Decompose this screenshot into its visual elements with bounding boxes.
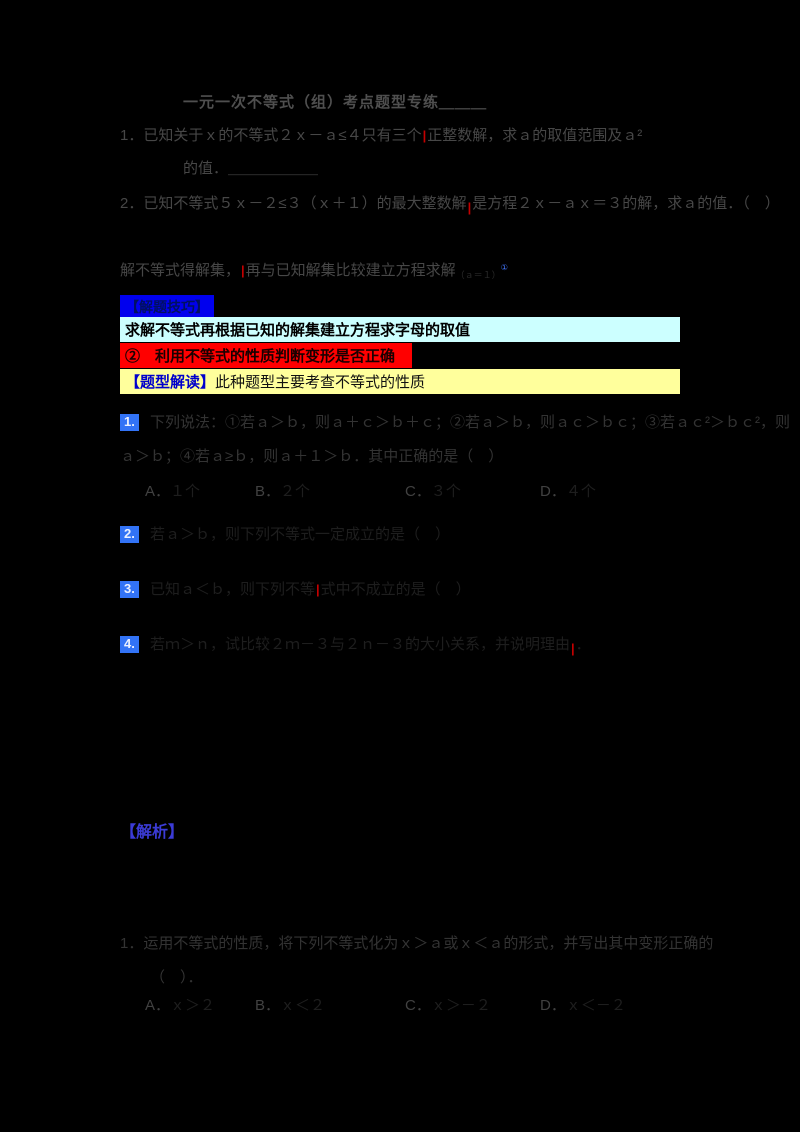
document-title: 一元一次不等式（组）考点题型专练＿＿＿ <box>183 94 488 111</box>
top-problem-1-text-b: 正整数解，求ａ的取值范围及ａ² <box>427 127 643 144</box>
exercise-1-option-b: B．２个 <box>255 483 310 501</box>
bottom-problem-1-line-1: 1．运用不等式的性质，将下列不等式化为ｘ＞ａ或ｘ＜ａ的形式，并写出其中变形正确的 <box>120 935 713 953</box>
exercise-4-text-b: ． <box>575 636 591 653</box>
red-annotation-mark: | <box>571 641 575 656</box>
option-a-value: １个 <box>170 483 201 500</box>
explanation-text-b: 再与已知解集比较建立方程求解 <box>245 262 456 279</box>
exercise-1-number-chip: 1. <box>120 414 139 431</box>
top-problem-1-line-1: 1．已知关于ｘ的不等式２ｘ－ａ≤４只有三个|正整数解，求ａ的取值范围及ａ² <box>120 127 642 145</box>
bottom-option-b: B．ｘ＜２ <box>255 997 325 1015</box>
explanation-paragraph: 解不等式得解集，|再与已知解集比较建立方程求解（ａ＝１）① <box>120 262 508 281</box>
top-problem-2-number: 2． <box>120 195 144 212</box>
option-c-label: C． <box>405 483 431 500</box>
bottom-problem-1-number: 1． <box>120 935 144 952</box>
option-b-value: ｘ＜２ <box>280 997 326 1014</box>
exercise-4-number-chip: 4. <box>120 636 139 653</box>
top-problem-1-line-2: 的值．＿＿＿＿＿＿ <box>183 160 319 177</box>
exercise-4-text-a: 若ｍ＞ｎ，试比较２ｍ－３与２ｎ－３的大小关系，并说明理由 <box>150 636 571 653</box>
exercise-4-line-1: 若ｍ＞ｎ，试比较２ｍ－３与２ｎ－３的大小关系，并说明理由|． <box>150 636 591 657</box>
red-annotation-mark: | <box>467 200 472 215</box>
exercise-1-option-a: A．１个 <box>145 483 200 501</box>
red-annotation-mark: | <box>241 263 245 278</box>
option-a-label: A． <box>145 483 171 500</box>
bottom-option-c: C．ｘ＞－２ <box>405 997 491 1015</box>
option-c-value: ｘ＞－２ <box>430 997 491 1014</box>
option-d-label: D． <box>540 483 566 500</box>
red-annotation-mark: | <box>422 128 427 143</box>
reading-label: 【题型解读】 <box>125 374 216 391</box>
top-problem-2-line-1: 2．已知不等式５ｘ－２≤３（ｘ＋１）的最大整数解|是方程２ｘ－ａｘ＝３的解，求ａ… <box>120 195 780 216</box>
exercise-1-line-1: 下列说法：①若ａ＞ｂ，则ａ＋ｃ＞ｂ＋ｃ；②若ａ＞ｂ，则ａｃ＞ｂｃ；③若ａｃ²＞ｂ… <box>150 414 790 431</box>
bottom-option-a: A．ｘ＞２ <box>145 997 215 1015</box>
red-annotation-mark: | <box>316 582 320 597</box>
option-d-value: ｘ＜－２ <box>565 997 626 1014</box>
exercise-3-text-a: 已知ａ＜ｂ，则下列不等 <box>150 581 316 598</box>
top-problem-1-text-a: 已知关于ｘ的不等式２ｘ－ａ≤４只有三个 <box>143 127 422 144</box>
bottom-option-d: D．ｘ＜－２ <box>540 997 626 1015</box>
reading-text: 此种题型主要考查不等式的性质 <box>215 374 426 391</box>
top-problem-2-text-b: 是方程２ｘ－ａｘ＝３的解，求ａ的值．（ ） <box>472 195 780 212</box>
explanation-subscript: （ａ＝１） <box>455 270 501 280</box>
option-d-label: D． <box>540 997 566 1014</box>
option-c-label: C． <box>405 997 431 1014</box>
exercise-3-text-b: 式中不成立的是（ ） <box>320 581 471 598</box>
exercise-3-line-1: 已知ａ＜ｂ，则下列不等|式中不成立的是（ ） <box>150 581 471 599</box>
exercise-1-option-d: D．４个 <box>540 483 596 501</box>
exercise-2-number-chip: 2. <box>120 526 139 543</box>
option-c-value: ３个 <box>430 483 461 500</box>
bottom-problem-1-text: 运用不等式的性质，将下列不等式化为ｘ＞ａ或ｘ＜ａ的形式，并写出其中变形正确的 <box>143 935 714 952</box>
reading-highlight: 【题型解读】此种题型主要考查不等式的性质 <box>120 369 680 394</box>
topic-text: 利用不等式的性质判断变形是否正确 <box>140 348 396 365</box>
bottom-problem-1-line-2: （ ）． <box>150 969 203 986</box>
analysis-label: 【解析】 <box>120 824 185 841</box>
exercise-2-line-1: 若ａ＞ｂ，则下列不等式一定成立的是（ ） <box>150 526 451 543</box>
option-a-label: A． <box>145 997 171 1014</box>
option-a-value: ｘ＞２ <box>170 997 216 1014</box>
topic-highlight: ② 利用不等式的性质判断变形是否正确 <box>120 343 412 368</box>
technique-label: 【解题技巧】 <box>120 295 214 319</box>
topic-badge: ② <box>125 348 141 365</box>
tip-highlight: 求解不等式再根据已知的解集建立方程求字母的取值 <box>120 317 680 342</box>
top-problem-1-number: 1． <box>120 127 144 144</box>
option-b-label: B． <box>255 483 281 500</box>
explanation-text-a: 解不等式得解集， <box>120 262 241 279</box>
footnote-mark: ① <box>500 263 508 272</box>
exercise-3-number-chip: 3. <box>120 581 139 598</box>
exercise-1-option-c: C．３个 <box>405 483 461 501</box>
option-d-value: ４个 <box>565 483 596 500</box>
option-b-label: B． <box>255 997 281 1014</box>
exercise-1-line-2: ａ＞ｂ；④若ａ≥ｂ，则ａ＋１＞ｂ．其中正确的是（ ） <box>120 448 504 465</box>
option-b-value: ２个 <box>280 483 311 500</box>
top-problem-2-text-a: 已知不等式５ｘ－２≤３（ｘ＋１）的最大整数解 <box>143 195 467 212</box>
